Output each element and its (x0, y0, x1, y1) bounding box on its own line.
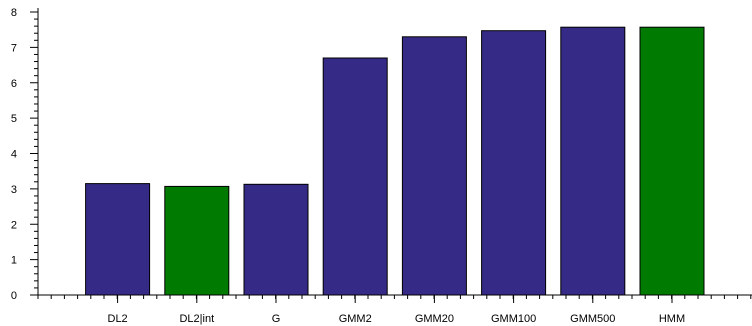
bars-group (85, 26, 705, 296)
x-tick-label: DL2 (108, 313, 128, 325)
x-tick-label: GMM20 (415, 313, 454, 325)
y-tick-label: 2 (11, 219, 17, 231)
x-axis: DL2 DL2|int G GMM2 GMM20 GMM100 GMM500 HMM (30, 294, 752, 325)
y-tick-label: 5 (11, 113, 17, 125)
bar-dl2-int (164, 185, 230, 296)
x-tick-label: DL2|int (179, 313, 214, 325)
x-tick-label: HMM (659, 313, 685, 325)
y-tick-label: 3 (11, 184, 17, 196)
bar-gmm2 (322, 57, 388, 296)
y-tick-label: 4 (11, 149, 17, 161)
x-tick-label: GMM100 (491, 313, 536, 325)
bar-gmm100 (481, 30, 547, 296)
y-axis: 0 1 2 3 4 5 6 7 8 (11, 7, 39, 302)
y-tick-label: 7 (11, 42, 17, 54)
bar-gmm20 (401, 36, 467, 296)
y-tick-label: 6 (11, 78, 17, 90)
y-tick-label: 0 (11, 290, 17, 302)
bar-g (243, 183, 309, 296)
x-tick-label: G (272, 313, 281, 325)
bar-hmm (639, 26, 705, 296)
bar-gmm500 (560, 26, 626, 296)
x-tick-label: GMM2 (339, 313, 372, 325)
y-tick-label: 1 (11, 255, 17, 267)
bar-dl2 (85, 183, 151, 296)
y-tick-label: 8 (11, 7, 17, 19)
x-tick-label: GMM500 (570, 313, 615, 325)
